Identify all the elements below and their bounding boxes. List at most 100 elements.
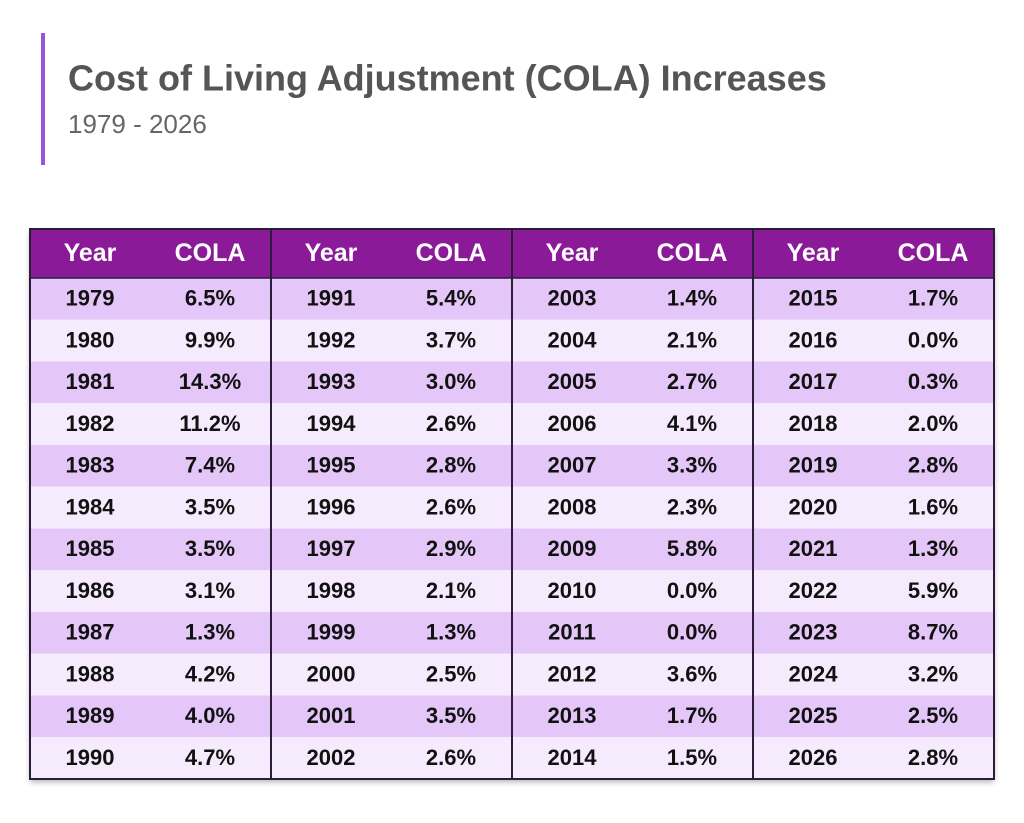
cola-cell: 3.5% (185, 536, 235, 561)
year-cell: 1984 (66, 494, 116, 519)
cola-cell: 1.7% (908, 286, 958, 311)
cola-cell: 1.7% (667, 703, 717, 728)
row-background (512, 737, 753, 779)
header-cell (30, 229, 271, 278)
cola-cell: 3.6% (667, 661, 717, 686)
year-cell: 2007 (548, 453, 597, 478)
year-cell: 2024 (789, 661, 839, 686)
row-background (271, 695, 512, 738)
cola-cell: 1.3% (185, 620, 235, 645)
cola-cell: 2.7% (667, 369, 717, 394)
row-background (30, 278, 271, 320)
year-cell: 1992 (307, 327, 356, 352)
year-cell: 2010 (548, 578, 597, 603)
year-cell: 2005 (548, 369, 597, 394)
header-cell (271, 229, 512, 278)
column-header: Year (305, 239, 358, 267)
row-background (512, 695, 753, 738)
row-background (753, 319, 994, 362)
cola-cell: 2.1% (426, 578, 476, 603)
year-cell: 1991 (307, 286, 356, 311)
year-cell: 2019 (789, 453, 838, 478)
year-cell: 1981 (66, 369, 115, 394)
cola-cell: 2.0% (908, 411, 958, 436)
cola-cell: 5.8% (667, 536, 717, 561)
cola-cell: 7.4% (185, 453, 235, 478)
row-background (753, 653, 994, 696)
cola-cell: 1.5% (667, 745, 717, 770)
year-cell: 1985 (66, 536, 115, 561)
column-header: Year (64, 239, 117, 267)
year-cell: 2021 (789, 536, 838, 561)
row-background (753, 695, 994, 738)
cola-cell: 0.0% (667, 578, 717, 603)
cola-cell: 3.2% (908, 661, 958, 686)
row-background (30, 695, 271, 738)
year-cell: 2025 (789, 703, 838, 728)
cola-cell: 0.0% (667, 620, 717, 645)
column-header: COLA (657, 239, 728, 267)
cola-cell: 5.9% (908, 578, 958, 603)
cola-cell: 2.1% (667, 327, 717, 352)
cola-cell: 4.2% (185, 661, 235, 686)
table-border (29, 228, 995, 780)
column-header: Year (787, 239, 840, 267)
cola-cell: 9.9% (185, 327, 235, 352)
year-cell: 1990 (66, 745, 115, 770)
row-background (512, 361, 753, 404)
cola-cell: 5.4% (426, 286, 476, 311)
row-background (512, 570, 753, 612)
year-cell: 2002 (307, 745, 356, 770)
year-cell: 2006 (548, 411, 597, 436)
row-background (753, 361, 994, 404)
cola-cell: 3.5% (185, 494, 235, 519)
year-cell: 2012 (548, 661, 597, 686)
cola-cell: 11.2% (179, 411, 240, 436)
cola-cell: 3.5% (426, 703, 476, 728)
row-background (512, 653, 753, 696)
year-cell: 1993 (307, 369, 356, 394)
cola-cell: 2.5% (426, 661, 476, 686)
year-cell: 2023 (789, 620, 838, 645)
cola-cell: 4.1% (667, 411, 717, 436)
title: Cost of Living Adjustment (COLA) Increas… (68, 58, 827, 99)
row-background (271, 361, 512, 404)
header-cell (512, 229, 753, 278)
year-cell: 2000 (307, 661, 356, 686)
year-cell: 2018 (789, 411, 838, 436)
year-cell: 1979 (66, 286, 115, 311)
cola-cell: 2.6% (426, 411, 476, 436)
year-cell: 2022 (789, 578, 838, 603)
row-background (512, 319, 753, 362)
year-cell: 2009 (548, 536, 597, 561)
year-cell: 2013 (548, 703, 597, 728)
year-cell: 2011 (548, 620, 596, 645)
row-background (753, 737, 994, 779)
year-cell: 1999 (307, 620, 356, 645)
cola-cell: 2.9% (426, 536, 476, 561)
year-cell: 1982 (66, 411, 115, 436)
row-background (753, 278, 994, 320)
year-cell: 2017 (789, 369, 838, 394)
year-cell: 1980 (66, 327, 115, 352)
cola-cell: 1.4% (667, 286, 717, 311)
row-background (512, 278, 753, 320)
row-background (753, 445, 994, 487)
row-background (271, 319, 512, 362)
year-cell: 2014 (548, 745, 598, 770)
year-cell: 2015 (789, 286, 838, 311)
cola-cell: 0.0% (908, 327, 958, 352)
row-background (753, 528, 994, 571)
cola-cell: 1.3% (426, 620, 476, 645)
row-background (753, 486, 994, 529)
cola-cell: 3.0% (426, 369, 476, 394)
year-cell: 2026 (789, 745, 838, 770)
year-cell: 2020 (789, 494, 838, 519)
year-cell: 2016 (789, 327, 838, 352)
column-header: COLA (416, 239, 487, 267)
year-cell: 1989 (66, 703, 115, 728)
row-background (753, 403, 994, 445)
header-cell (753, 229, 994, 278)
